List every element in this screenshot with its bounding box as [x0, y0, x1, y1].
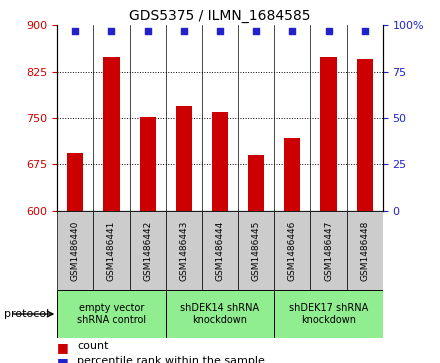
Bar [284, 138, 301, 211]
Point [216, 28, 224, 34]
Bar [103, 57, 120, 211]
Bar [166, 211, 202, 290]
Text: shDEK17 shRNA
knockdown: shDEK17 shRNA knockdown [289, 303, 368, 325]
Point [108, 28, 115, 34]
Text: GSM1486443: GSM1486443 [180, 220, 188, 281]
Bar [57, 290, 166, 338]
Bar [129, 211, 166, 290]
Bar [274, 290, 383, 338]
Bar [356, 59, 373, 211]
Bar [238, 211, 274, 290]
Bar [93, 211, 129, 290]
Bar [166, 290, 274, 338]
Bar [67, 153, 84, 211]
Text: shDEK14 shRNA
knockdown: shDEK14 shRNA knockdown [180, 303, 260, 325]
Text: GSM1486447: GSM1486447 [324, 220, 333, 281]
Text: ■: ■ [57, 341, 69, 354]
Text: GSM1486448: GSM1486448 [360, 220, 369, 281]
Text: empty vector
shRNA control: empty vector shRNA control [77, 303, 146, 325]
Bar [320, 57, 337, 211]
Point [289, 28, 296, 34]
Text: count: count [77, 341, 109, 351]
Text: ■: ■ [57, 356, 69, 363]
Bar [139, 117, 156, 211]
Point [325, 28, 332, 34]
Text: GSM1486442: GSM1486442 [143, 220, 152, 281]
Point [180, 28, 187, 34]
Bar [347, 211, 383, 290]
Text: GSM1486445: GSM1486445 [252, 220, 260, 281]
Text: GSM1486441: GSM1486441 [107, 220, 116, 281]
Bar [248, 155, 264, 211]
Bar [176, 106, 192, 211]
Bar [311, 211, 347, 290]
Text: protocol: protocol [4, 309, 50, 319]
Point [72, 28, 79, 34]
Title: GDS5375 / ILMN_1684585: GDS5375 / ILMN_1684585 [129, 9, 311, 23]
Bar [212, 112, 228, 211]
Bar [202, 211, 238, 290]
Point [361, 28, 368, 34]
Point [253, 28, 260, 34]
Bar [57, 211, 93, 290]
Bar [274, 211, 311, 290]
Text: percentile rank within the sample: percentile rank within the sample [77, 356, 265, 363]
Text: GSM1486444: GSM1486444 [216, 220, 224, 281]
Text: GSM1486440: GSM1486440 [71, 220, 80, 281]
Text: GSM1486446: GSM1486446 [288, 220, 297, 281]
Point [144, 28, 151, 34]
